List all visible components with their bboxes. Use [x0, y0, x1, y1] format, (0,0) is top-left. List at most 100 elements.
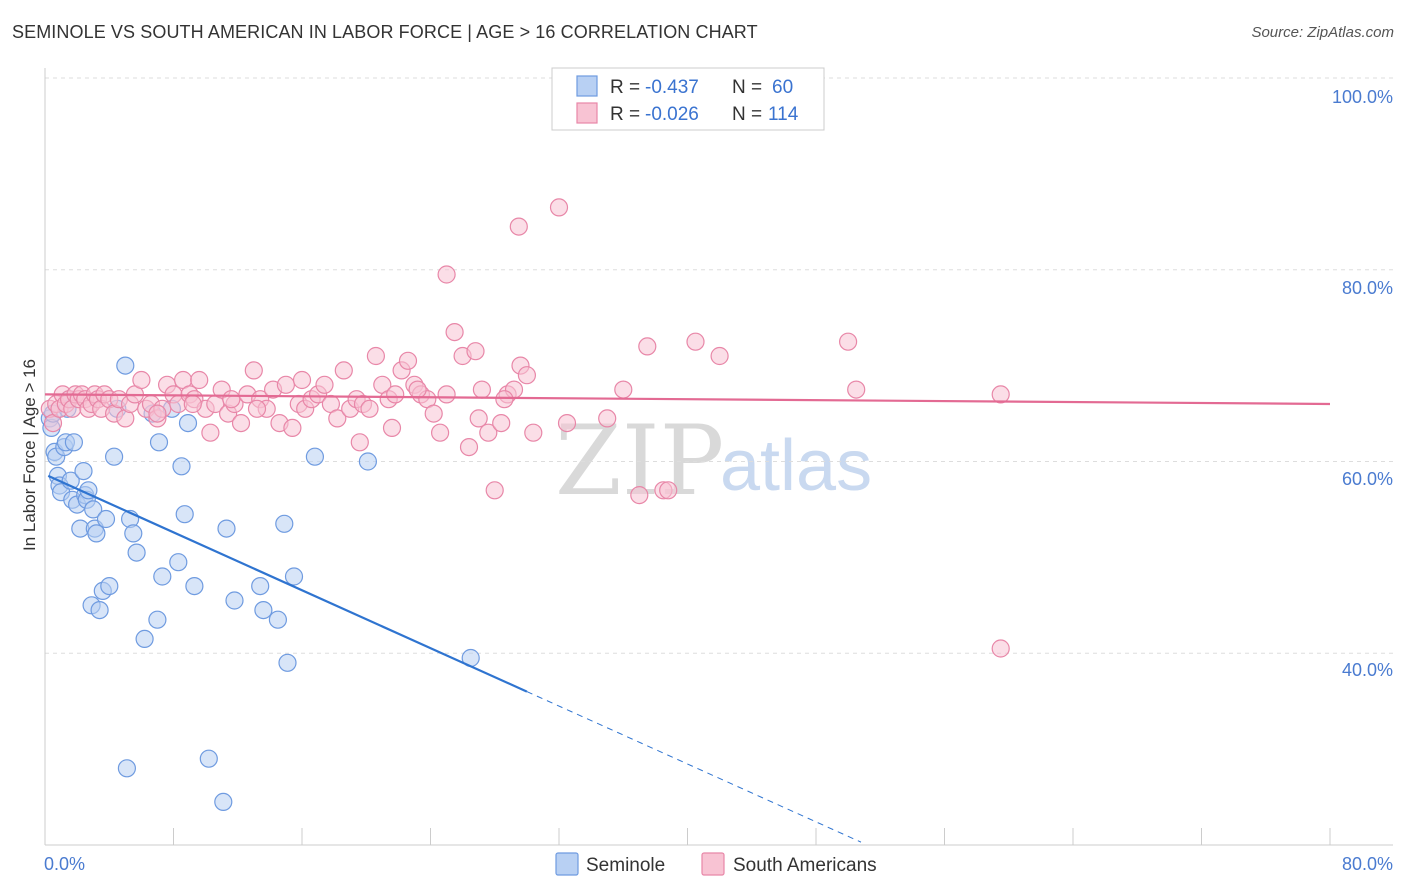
- south-americans-point-42: [231, 414, 251, 433]
- bottom-legend-label-seminole: Seminole: [586, 855, 665, 876]
- seminole-point-27: [96, 509, 116, 529]
- seminole-point-44: [178, 414, 198, 433]
- south-americans-point-58: [334, 361, 353, 380]
- south-americans-point-92: [614, 380, 633, 399]
- south-americans-point-82: [492, 414, 511, 433]
- bottom-legend-swatch-seminole: [555, 852, 579, 876]
- south-americans-point-99: [838, 332, 858, 351]
- seminole-point-29: [104, 447, 124, 466]
- south-americans-point-77: [459, 438, 479, 457]
- legend-r-value-1: -0.437: [645, 77, 699, 98]
- south-americans-point-90: [549, 198, 569, 217]
- south-americans-point-111: [469, 409, 488, 428]
- seminole-point-52: [268, 610, 287, 629]
- south-americans-point-106: [247, 399, 267, 418]
- south-americans-point-37: [201, 423, 220, 442]
- trend-lines: [44, 393, 1331, 843]
- south-americans-point-96: [659, 481, 678, 500]
- legend-r-label-2: R =: [610, 104, 640, 125]
- seminole-point-57: [358, 452, 377, 471]
- south-americans-point-88: [437, 265, 456, 284]
- legend-n-label-1: N =: [732, 77, 762, 98]
- legend-swatch-south-americans: [576, 102, 598, 124]
- south-americans-point-100: [847, 380, 866, 399]
- x-tick-label-max: 80.0%: [1342, 854, 1393, 874]
- south-americans-point-110: [408, 380, 427, 399]
- south-americans-point-98: [710, 346, 729, 366]
- legend-swatch-seminole: [576, 75, 598, 97]
- seminole-point-22: [84, 500, 103, 519]
- south-americans-point-66: [386, 385, 405, 404]
- south-americans-point-75: [445, 323, 464, 342]
- legend-n-value-1: 60: [772, 77, 793, 98]
- south-americans-point-112: [495, 390, 514, 409]
- seminole-point-24: [87, 524, 106, 543]
- seminole-point-37: [148, 610, 167, 629]
- south-americans-point-94: [638, 337, 657, 356]
- south-americans-point-63: [366, 346, 385, 366]
- south-americans-point-104: [183, 394, 202, 414]
- seminole-point-14: [64, 433, 84, 452]
- chart-title: SEMINOLE VS SOUTH AMERICAN IN LABOR FORC…: [12, 22, 758, 42]
- y-tick-label-100: 100.0%: [1332, 87, 1393, 107]
- seminole-point-48: [217, 519, 236, 538]
- seminole-point-34: [127, 543, 146, 562]
- seminole-point-50: [251, 576, 270, 596]
- south-americans-point-55: [315, 375, 334, 394]
- south-americans-point-103: [148, 404, 167, 423]
- axes: [44, 68, 1393, 846]
- south-americans-point-109: [382, 418, 402, 437]
- south-americans-trend-line: [44, 393, 1331, 406]
- legend-n-value-2: 114: [768, 104, 799, 125]
- south-americans-point-86: [517, 366, 537, 385]
- south-americans-point-107: [292, 370, 312, 390]
- south-americans-point-93: [630, 486, 649, 505]
- south-americans-point-74: [437, 385, 456, 404]
- seminole-point-35: [135, 629, 154, 649]
- seminole-point-17: [74, 462, 93, 481]
- south-americans-point-73: [431, 423, 450, 442]
- bottom-legend-label-south-americans: South Americans: [733, 855, 877, 876]
- seminole-point-38: [149, 433, 169, 452]
- correlation-legend: R = -0.437 N = 60 R = -0.026 N = 114: [551, 67, 825, 131]
- south-americans-point-89: [509, 217, 528, 236]
- seminole-point-41: [169, 553, 188, 572]
- south-americans-point-35: [190, 370, 209, 390]
- seminole-point-39: [153, 567, 172, 586]
- seminole-point-59: [116, 356, 135, 375]
- south-americans-point-102: [991, 639, 1010, 658]
- south-americans-point-91: [598, 409, 617, 428]
- watermark-atlas: atlas: [720, 426, 872, 506]
- south-americans-point-24: [132, 370, 151, 390]
- y-tick-label-80: 80.0%: [1342, 278, 1393, 298]
- seminole-points: [40, 356, 480, 812]
- seminole-point-43: [175, 505, 194, 524]
- seminole-point-56: [305, 447, 324, 466]
- seminole-point-42: [172, 457, 191, 476]
- seminole-point-25: [90, 600, 109, 620]
- south-americans-point-79: [472, 380, 491, 399]
- seminole-point-47: [214, 792, 233, 812]
- y-tick-label-40: 40.0%: [1342, 660, 1393, 680]
- south-americans-point-68: [398, 351, 418, 370]
- south-americans-point-62: [360, 399, 379, 418]
- seminole-point-49: [225, 591, 244, 610]
- south-americans-point-81: [485, 481, 504, 500]
- legend-n-label-2: N =: [732, 104, 762, 125]
- south-americans-point-44: [244, 361, 263, 380]
- seminole-point-54: [278, 653, 297, 672]
- south-americans-point-50: [283, 418, 302, 437]
- x-tick-label-min: 0.0%: [44, 854, 85, 874]
- seminole-point-53: [275, 514, 294, 533]
- seminole-trend-extension: [526, 691, 862, 843]
- south-americans-point-105: [222, 390, 241, 409]
- seminole-point-55: [284, 567, 304, 586]
- south-americans-point-113: [557, 414, 577, 433]
- south-americans-point-49: [276, 375, 295, 394]
- south-americans-point-87: [524, 423, 543, 442]
- seminole-point-31: [117, 759, 137, 778]
- south-americans-point-72: [424, 404, 443, 423]
- south-americans-point-108: [350, 433, 369, 452]
- y-axis-title: In Labor Force | Age > 16: [20, 359, 39, 551]
